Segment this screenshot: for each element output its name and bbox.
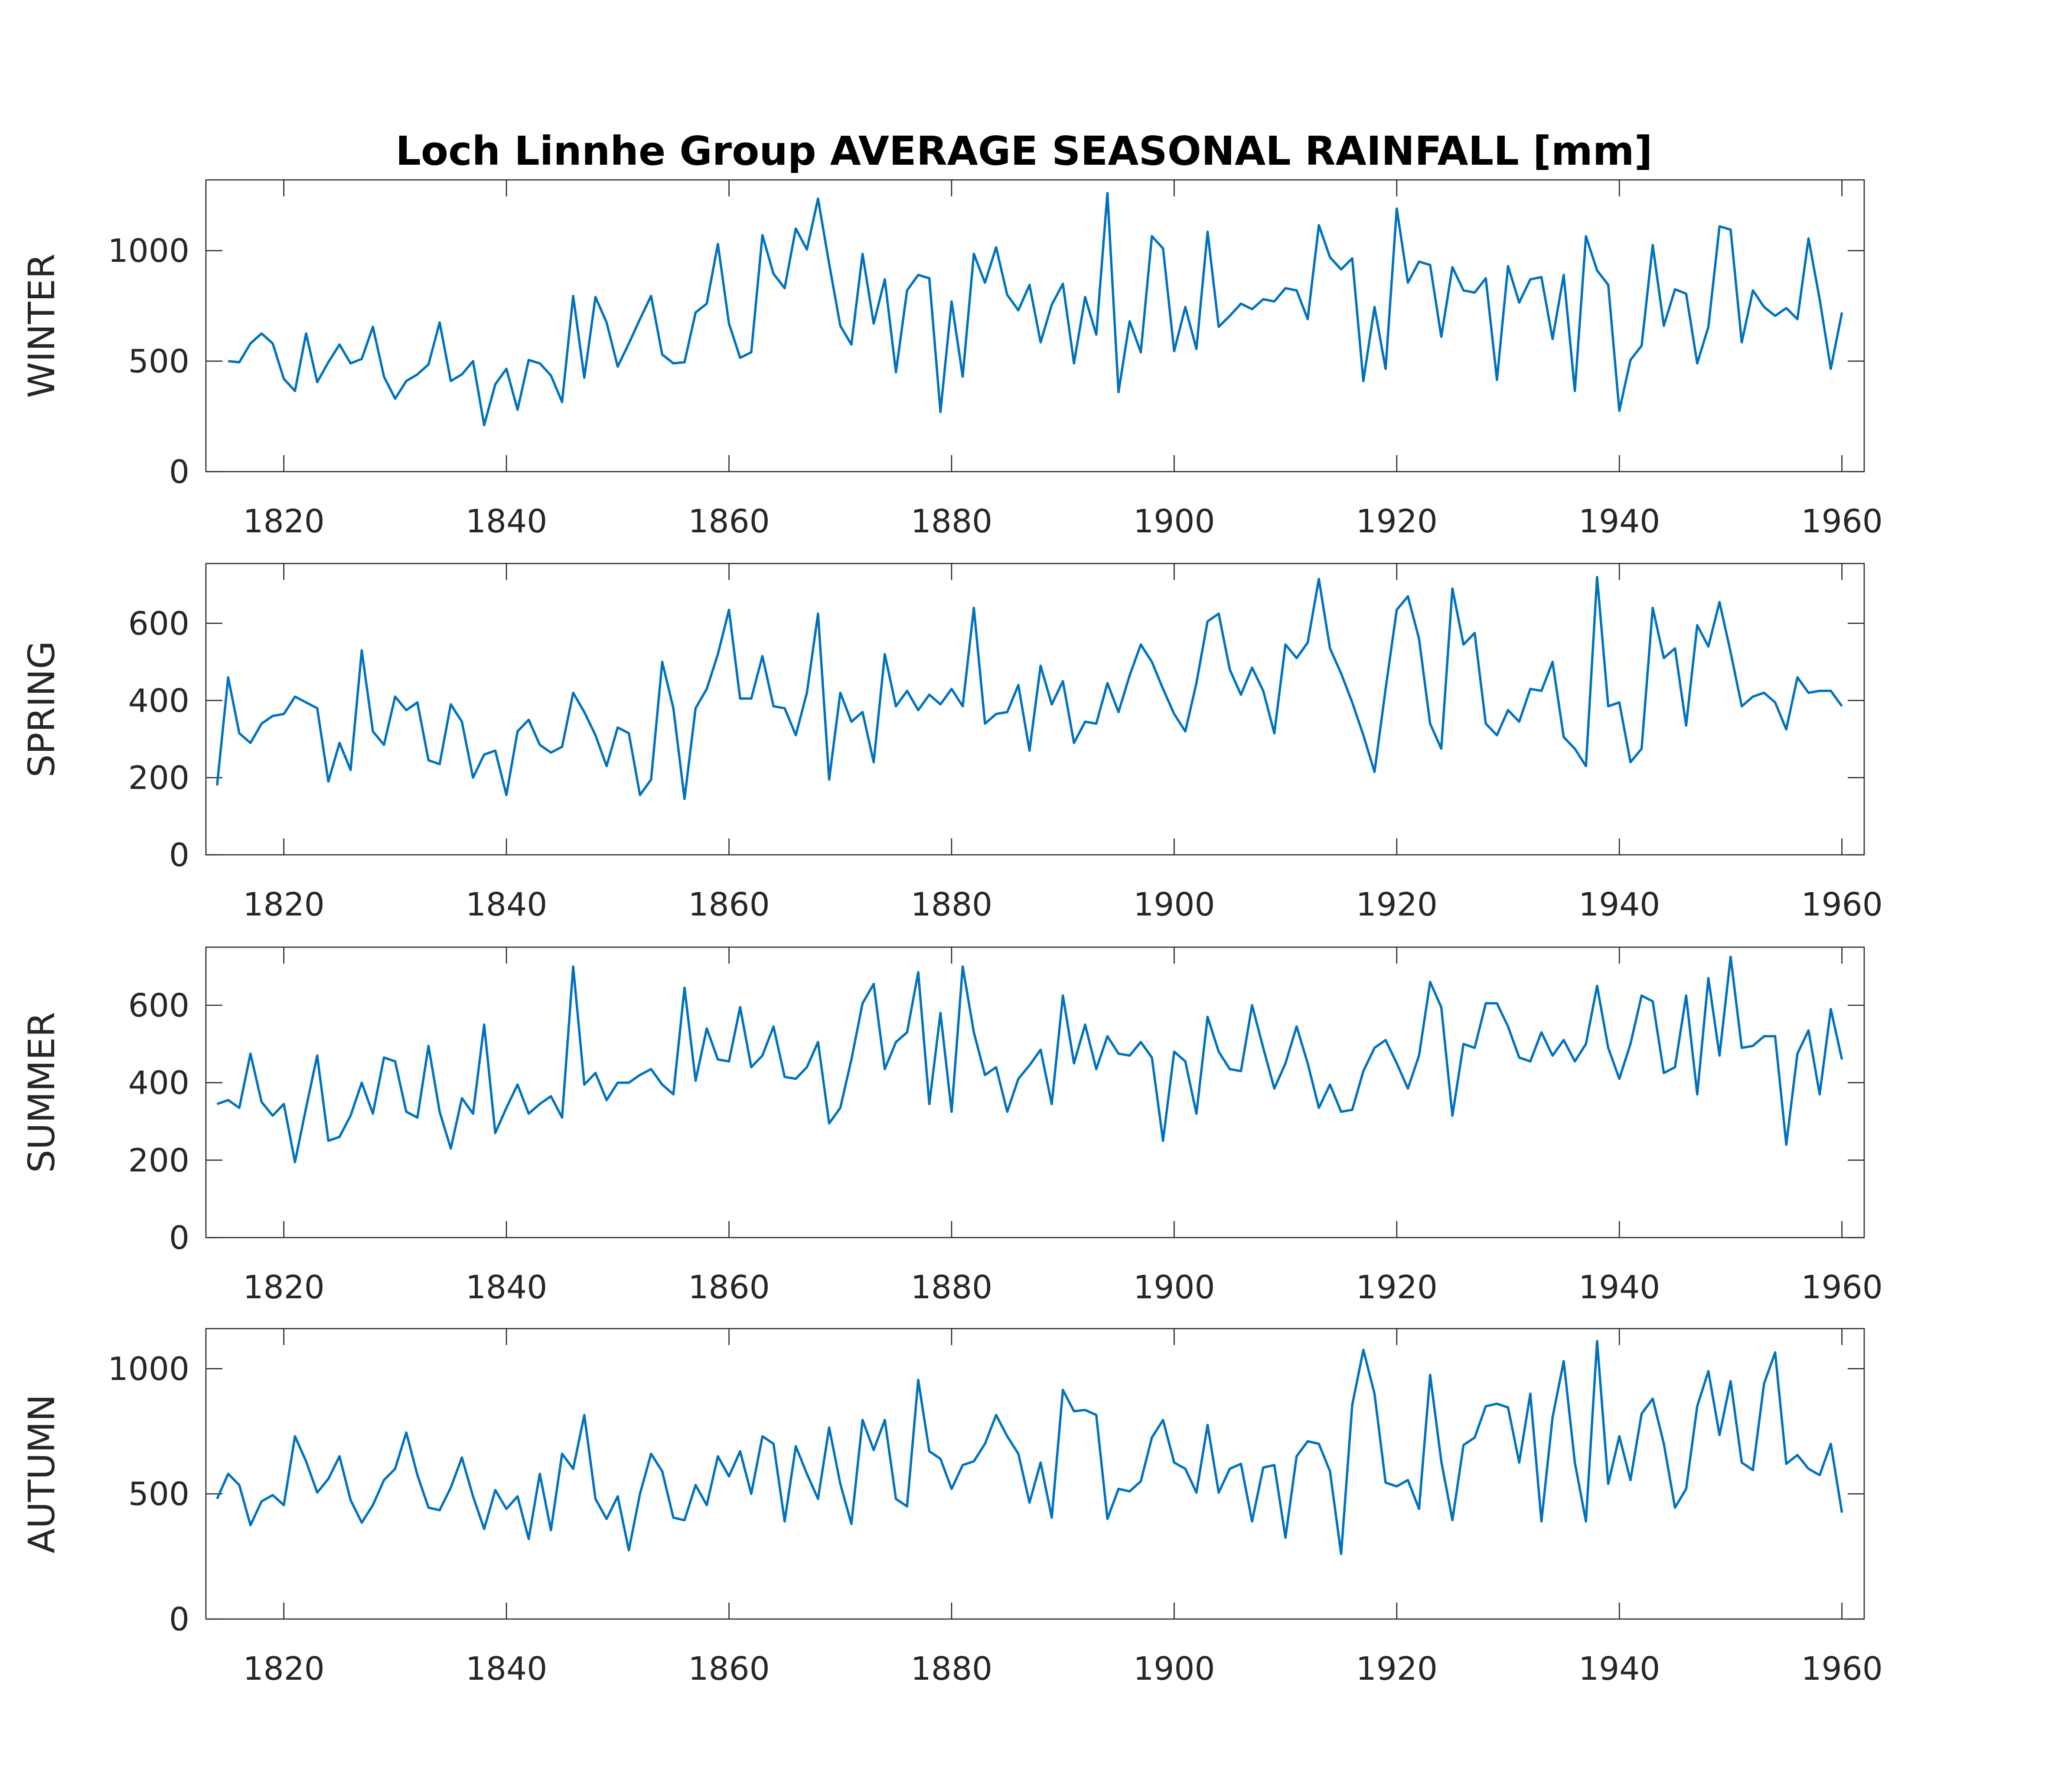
ytick-label-autumn-500: 500 [128,1476,189,1513]
xtick-label-autumn-1900: 1900 [1133,1650,1215,1688]
series-line-winter [228,192,1843,427]
xtick-label-winter-1940: 1940 [1578,503,1660,540]
series-line-autumn [216,1340,1843,1555]
xtick-label-autumn-1940: 1940 [1578,1650,1660,1688]
axes-frame-summer [205,946,1865,1238]
ylabel-winter: WINTER [20,254,63,398]
ylabel-autumn: AUTUMN [20,1394,63,1553]
xtick-label-winter-1840: 1840 [466,503,547,540]
series-line-summer [216,955,1843,1163]
ytick-label-summer-0: 0 [169,1219,189,1257]
xtick-label-autumn-1820: 1820 [243,1650,325,1688]
ytick-label-winter-500: 500 [128,343,189,380]
ytick-label-spring-0: 0 [169,837,189,874]
xtick-label-autumn-1920: 1920 [1356,1650,1438,1688]
ytick-label-summer-600: 600 [128,987,189,1024]
xtick-label-summer-1860: 1860 [688,1269,770,1306]
xtick-label-autumn-1840: 1840 [466,1650,547,1688]
ytick-label-summer-400: 400 [128,1065,189,1102]
panels-root: 0 500 1000 1820 1840 1860 1880 1900 1920 1940 1960… [20,179,1883,1688]
series-line-spring [215,576,1843,800]
panel-winter: 0 500 1000 1820 1840 1860 1880 1900 1920 1940 1960… [20,179,1883,540]
xtick-label-winter-1900: 1900 [1133,503,1215,540]
ytick-label-winter-1000: 1000 [108,232,189,270]
xtick-label-winter-1880: 1880 [911,503,992,540]
xtick-label-summer-1940: 1940 [1578,1269,1660,1306]
xtick-label-spring-1840: 1840 [466,886,547,923]
xtick-label-autumn-1860: 1860 [688,1650,770,1688]
xtick-label-spring-1880: 1880 [911,886,992,923]
chart-title: Loch Linnhe Group AVERAGE SEASONAL RAINF… [395,128,1652,174]
ytick-label-summer-200: 200 [128,1142,189,1179]
ytick-label-spring-600: 600 [128,605,189,642]
xtick-label-summer-1900: 1900 [1133,1269,1215,1306]
xtick-label-summer-1880: 1880 [911,1269,992,1306]
xtick-label-autumn-1880: 1880 [911,1650,992,1688]
xtick-label-winter-1820: 1820 [243,503,325,540]
axes-frame-winter [205,179,1865,472]
xtick-label-autumn-1960: 1960 [1801,1650,1882,1688]
panel-summer: 0 200 400 600 1820 1840 1860 1880 1900 1920 1940 19… [20,946,1883,1306]
xtick-label-summer-1920: 1920 [1356,1269,1438,1306]
ytick-label-autumn-1000: 1000 [108,1350,189,1388]
xtick-label-spring-1900: 1900 [1133,886,1215,923]
xtick-label-winter-1860: 1860 [688,503,770,540]
panel-autumn: 0 500 1000 1820 1840 1860 1880 1900 1920 1940 1960… [20,1328,1883,1688]
panel-spring: 0 200 400 600 1820 1840 1860 1880 1900 1920 1940 19… [20,563,1883,923]
ytick-label-spring-200: 200 [128,759,189,797]
xtick-label-winter-1960: 1960 [1801,503,1882,540]
xtick-label-spring-1940: 1940 [1578,886,1660,923]
xtick-label-spring-1820: 1820 [243,886,325,923]
ytick-label-winter-0: 0 [169,453,189,491]
xtick-label-summer-1840: 1840 [466,1269,547,1306]
xtick-label-summer-1960: 1960 [1801,1269,1882,1306]
xtick-label-spring-1920: 1920 [1356,886,1438,923]
xtick-label-summer-1820: 1820 [243,1269,325,1306]
ytick-label-autumn-0: 0 [169,1601,189,1638]
ylabel-summer: SUMMER [20,1012,63,1173]
xtick-label-winter-1920: 1920 [1356,503,1438,540]
xtick-label-spring-1860: 1860 [688,886,770,923]
xtick-label-spring-1960: 1960 [1801,886,1882,923]
ytick-label-spring-400: 400 [128,682,189,720]
ylabel-spring: SPRING [20,641,63,777]
